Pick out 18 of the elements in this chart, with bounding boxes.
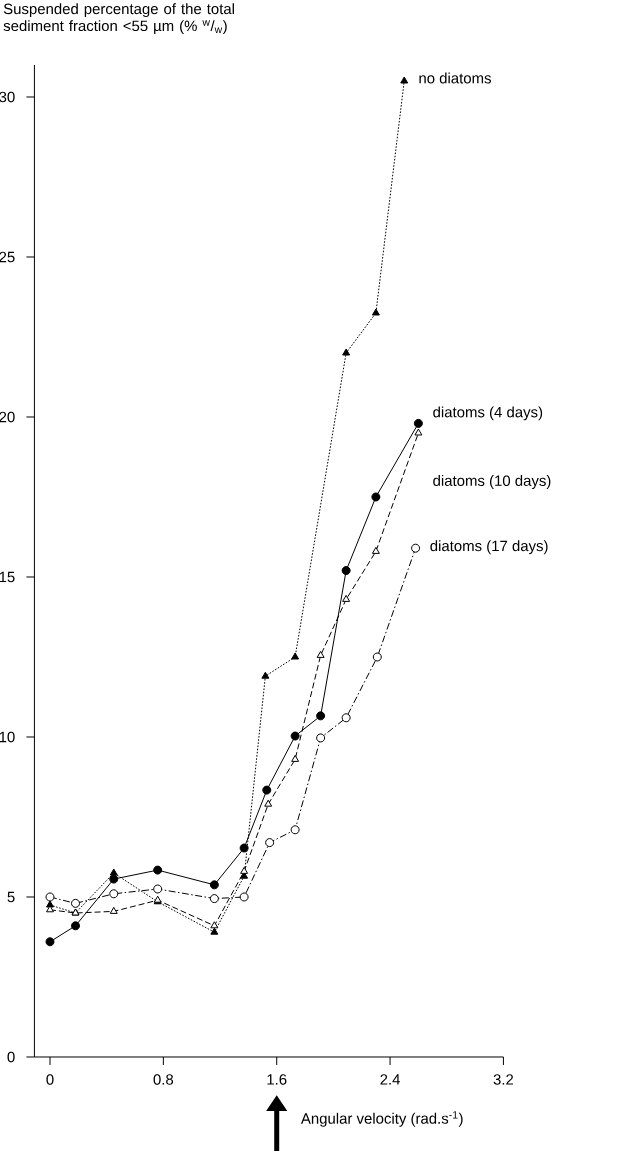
series-label: diatoms (4 days)	[433, 406, 543, 421]
x-axis-title: Angular velocity (rad.s$^{-1}$)	[300, 1111, 463, 1127]
y-tick-label: 25	[0, 251, 15, 263]
y-tick-label: 0	[7, 1051, 15, 1063]
series-label: no diatoms	[419, 72, 491, 84]
x-tick-label: 0	[46, 1074, 54, 1085]
x-tick-label: 3.2	[493, 1074, 514, 1085]
y-tick-label: 10	[0, 731, 15, 743]
series-label: diatoms (10 days)	[433, 475, 551, 489]
y-axis-title: Suspended percentage of the total sediment fraction <55 µm (% $^{w}$/$_{w}$)	[3, 3, 234, 35]
y-tick-label: 15	[0, 571, 15, 583]
x-tick-label: 2.4	[380, 1074, 401, 1085]
y-tick-label: 30	[0, 91, 15, 103]
x-tick-label: 1.6	[267, 1074, 287, 1085]
y-tick-label: 20	[0, 411, 15, 423]
series-label: diatoms (17 days)	[430, 540, 548, 555]
y-tick-label: 5	[7, 891, 15, 903]
x-tick-label: 0.8	[153, 1074, 174, 1085]
